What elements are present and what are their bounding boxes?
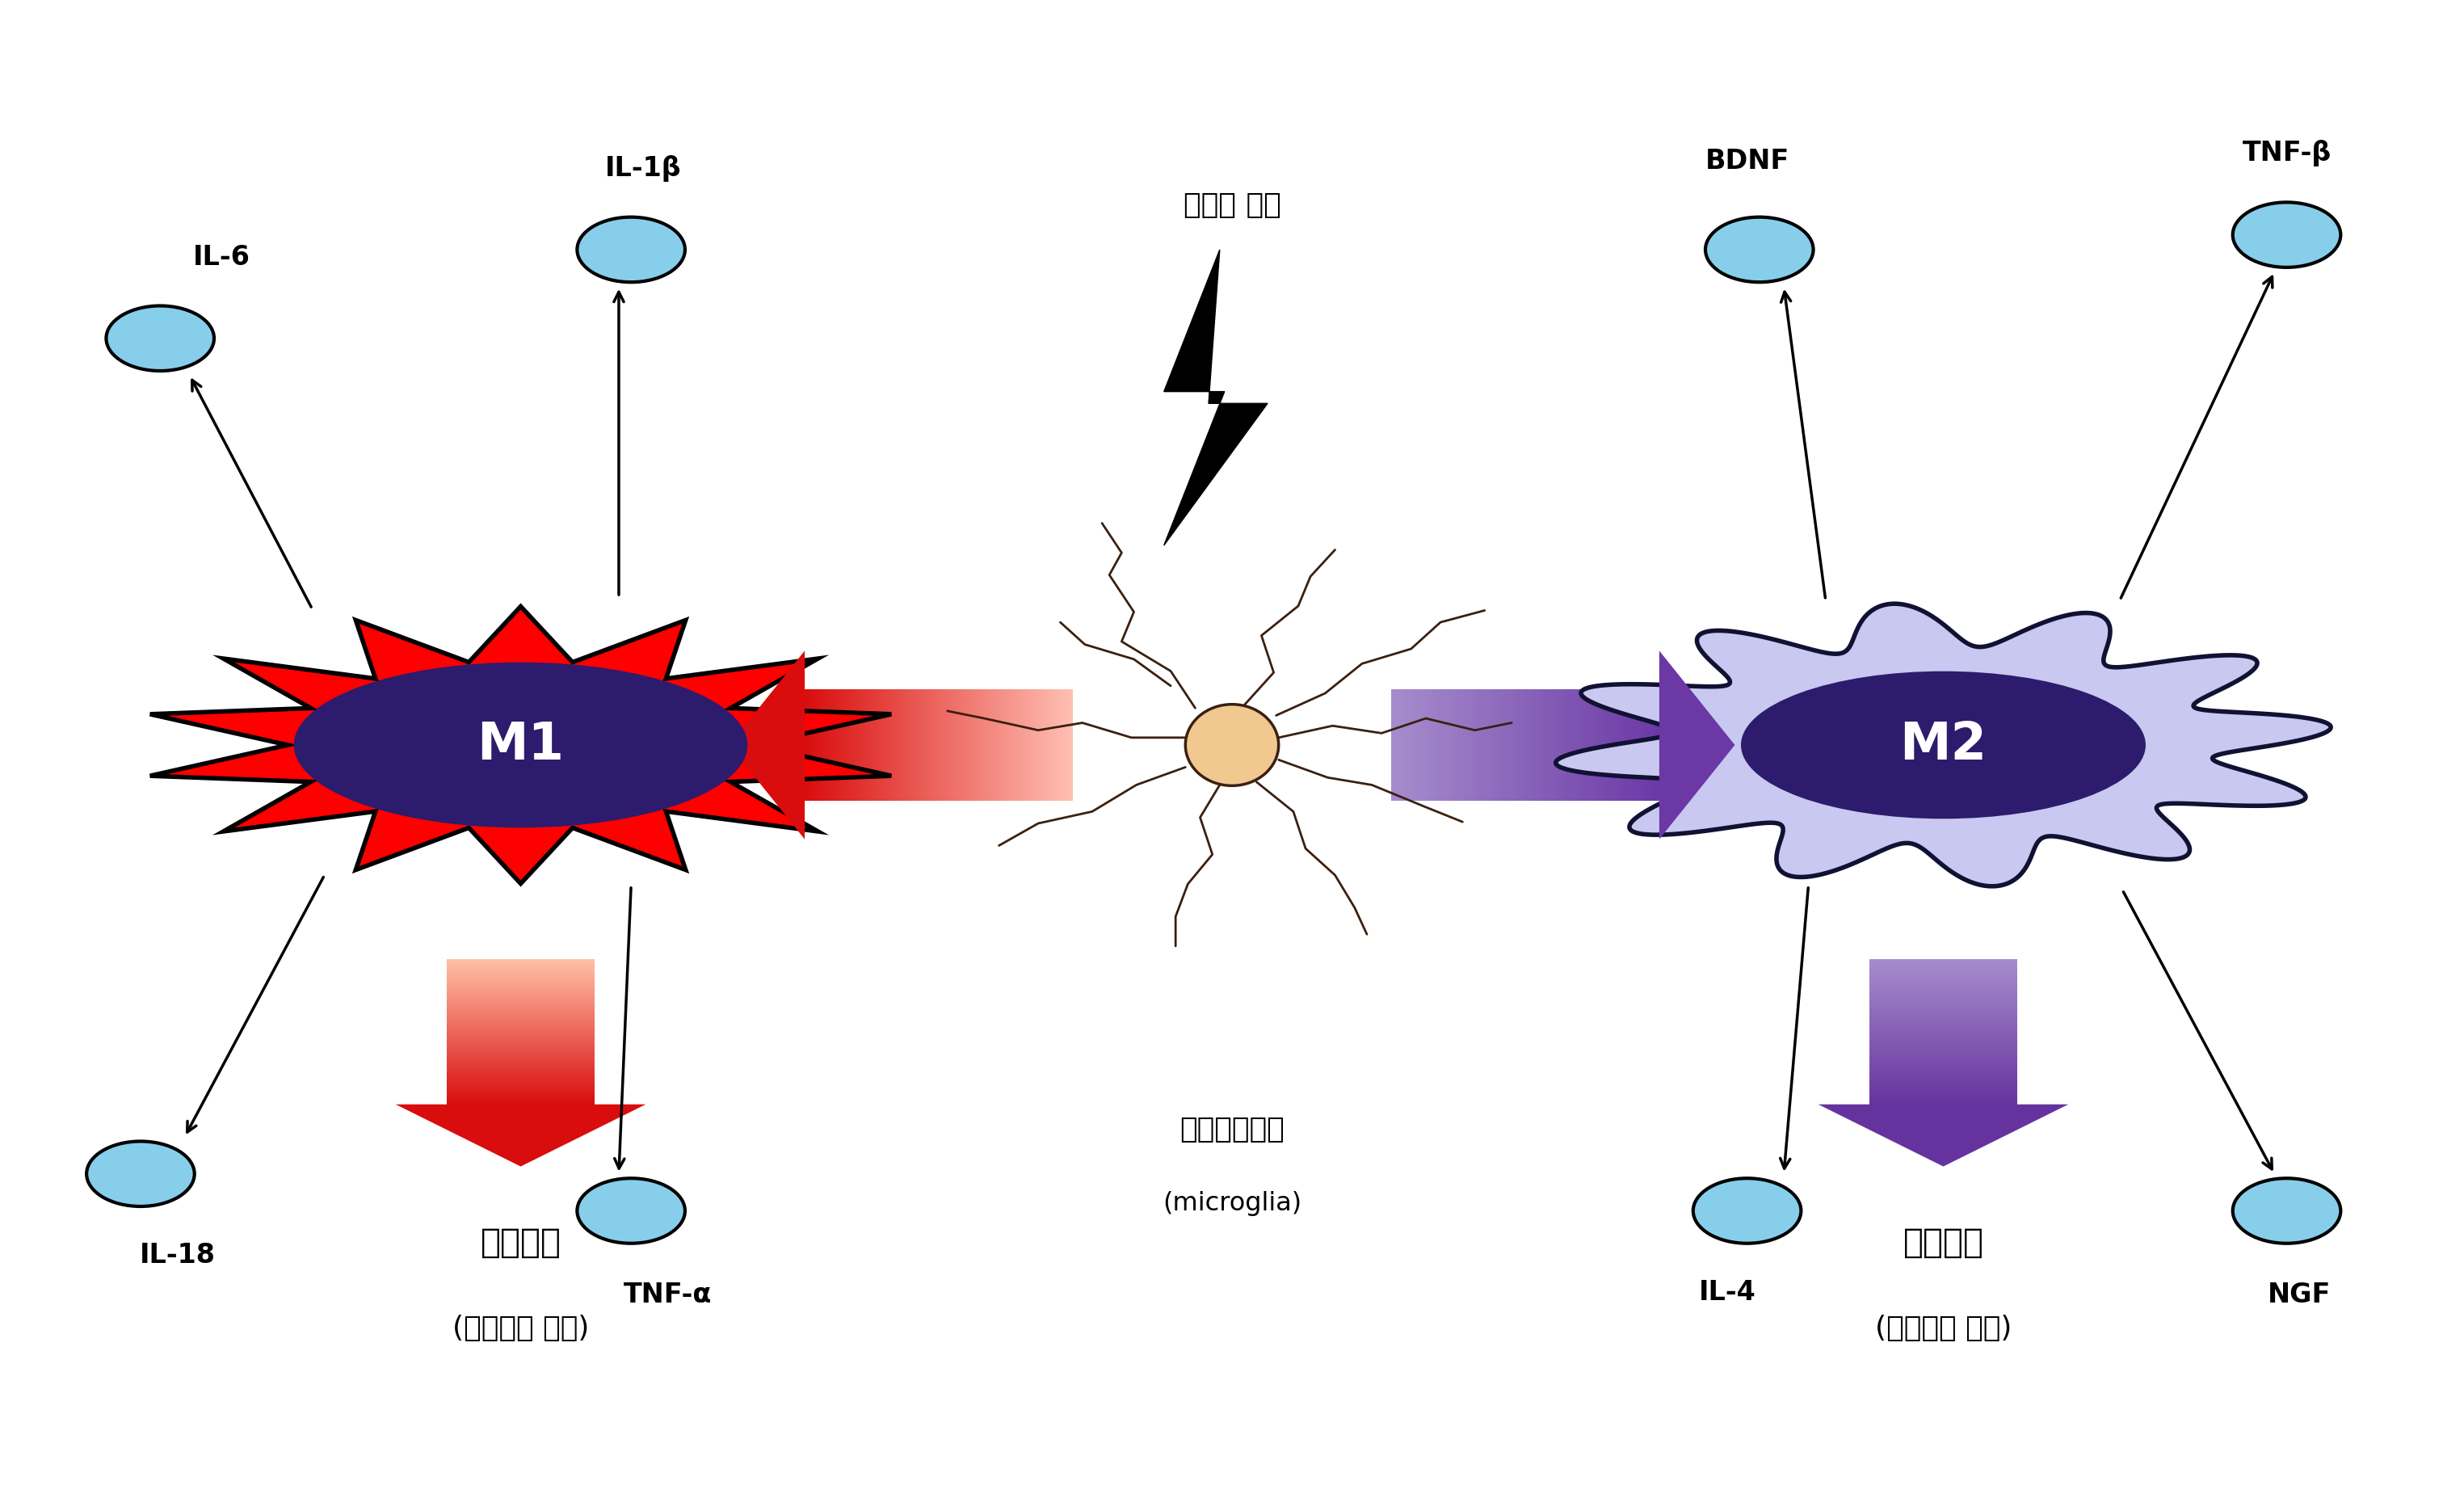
- Circle shape: [577, 1179, 685, 1243]
- Ellipse shape: [1742, 670, 2146, 820]
- Text: 신경손상: 신경손상: [480, 1226, 562, 1259]
- Text: (전염증성 기능): (전염증성 기능): [453, 1314, 589, 1342]
- Text: TNF-β: TNF-β: [2242, 140, 2331, 167]
- Text: IL-4: IL-4: [1698, 1278, 1757, 1305]
- Polygon shape: [729, 651, 806, 839]
- Polygon shape: [1658, 651, 1735, 839]
- Text: IL-6: IL-6: [192, 244, 249, 270]
- Text: IL-18: IL-18: [140, 1241, 214, 1268]
- Circle shape: [1705, 218, 1814, 282]
- Text: M1: M1: [478, 720, 564, 770]
- Text: NGF: NGF: [2267, 1281, 2331, 1308]
- Text: IL-1β: IL-1β: [606, 155, 683, 182]
- Polygon shape: [1555, 603, 2331, 887]
- Text: M2: M2: [1900, 720, 1986, 770]
- Polygon shape: [397, 1104, 646, 1167]
- Text: BDNF: BDNF: [1705, 148, 1789, 174]
- Circle shape: [106, 305, 214, 371]
- Circle shape: [86, 1141, 195, 1207]
- Text: 뇌허혁 손상: 뇌허혁 손상: [1183, 192, 1281, 219]
- Circle shape: [1693, 1179, 1801, 1243]
- Polygon shape: [150, 606, 892, 884]
- Text: (microglia): (microglia): [1163, 1191, 1301, 1216]
- Ellipse shape: [293, 662, 747, 828]
- Circle shape: [2232, 1179, 2341, 1243]
- Polygon shape: [1163, 250, 1266, 545]
- Circle shape: [577, 218, 685, 282]
- Circle shape: [2232, 203, 2341, 267]
- Text: TNF-α: TNF-α: [623, 1281, 712, 1308]
- Text: 신경보수: 신경보수: [1902, 1226, 1984, 1259]
- Text: (항염증성 기능): (항염증성 기능): [1875, 1314, 2011, 1342]
- Ellipse shape: [1185, 705, 1279, 785]
- Polygon shape: [1818, 1104, 2067, 1167]
- Text: 미세아교세포: 미세아교세포: [1180, 1116, 1284, 1143]
